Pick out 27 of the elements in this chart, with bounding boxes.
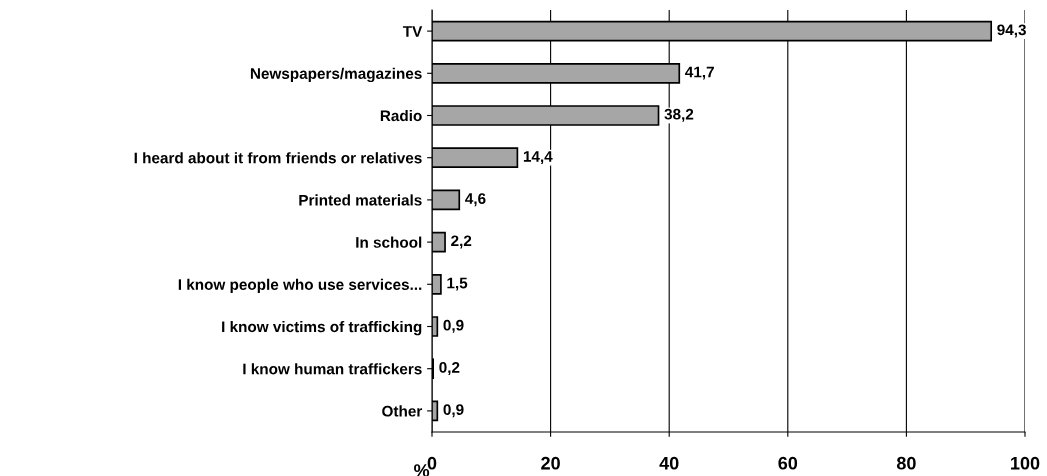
y-tick-label: Radio	[380, 109, 422, 122]
y-tick-label: I know victims of trafficking	[222, 320, 422, 336]
y-tick-label: Newspapers/magazines	[250, 67, 422, 83]
x-tick-label: 20	[541, 456, 560, 470]
x-tick-label: 100	[1011, 456, 1040, 470]
x-tick-label: 0	[427, 456, 437, 470]
x-tick-label: 60	[778, 456, 798, 470]
data-label: 14,4	[523, 151, 553, 165]
data-label: 38,2	[664, 108, 694, 122]
y-tick-label: I know human traffickers	[243, 363, 422, 375]
y-tick-label: I heard about it from friends or relatives	[134, 152, 422, 164]
y-tick-label: Other	[382, 405, 423, 417]
y-tick-label: Printed materials	[299, 194, 422, 206]
data-label: 1,5	[447, 277, 468, 291]
data-label: 0,9	[443, 404, 464, 418]
data-label: 0,2	[439, 361, 460, 376]
x-tick-label: 40	[659, 456, 679, 470]
data-label: 4,6	[465, 193, 486, 207]
data-label: 94,3	[997, 24, 1026, 38]
y-tick-label: In school	[356, 236, 422, 248]
x-axis-title: %	[414, 464, 430, 476]
y-tick-label: I know people who use services...	[178, 278, 422, 294]
data-label: 41,7	[685, 66, 714, 80]
data-label: 2,2	[451, 235, 472, 249]
data-label: 0,9	[443, 319, 464, 333]
x-tick-label: 80	[896, 456, 916, 470]
y-tick-label: TV	[402, 26, 423, 37]
